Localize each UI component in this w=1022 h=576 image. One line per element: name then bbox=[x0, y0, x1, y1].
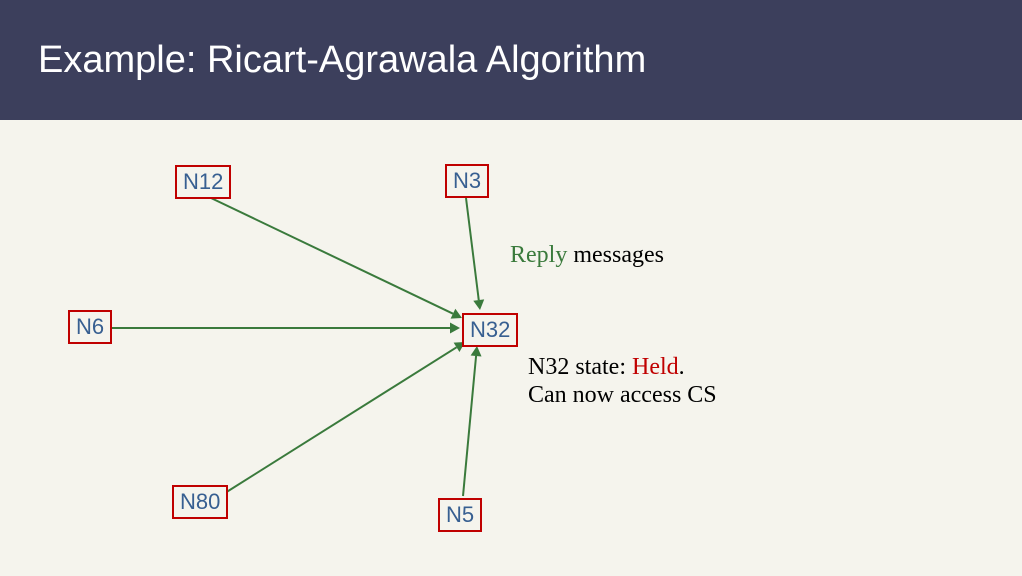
node-n32: N32 bbox=[462, 313, 518, 347]
label-part: messages bbox=[567, 242, 664, 268]
label-part: Reply bbox=[510, 242, 567, 268]
edge bbox=[225, 347, 457, 493]
node-n6: N6 bbox=[68, 310, 112, 344]
edge bbox=[463, 356, 476, 496]
slide-header: Example: Ricart-Agrawala Algorithm bbox=[0, 0, 1022, 120]
label-part: N32 state: bbox=[528, 354, 632, 380]
node-n80: N80 bbox=[172, 485, 228, 519]
edge bbox=[211, 198, 453, 314]
arrowhead bbox=[450, 323, 460, 334]
edges-layer bbox=[0, 120, 1022, 576]
diagram-area: N12 N3 N6 N32 N80 N5 Reply messages N32 state: … bbox=[0, 120, 1022, 576]
edge bbox=[466, 198, 479, 300]
label-part: Can now access CS bbox=[528, 382, 717, 408]
node-n5: N5 bbox=[438, 498, 482, 532]
arrowhead bbox=[451, 309, 462, 319]
node-n3: N3 bbox=[445, 164, 489, 198]
slide-title: Example: Ricart-Agrawala Algorithm bbox=[38, 39, 646, 82]
arrowhead bbox=[471, 346, 482, 356]
arrowhead bbox=[473, 299, 484, 310]
label-state-line2: Can now access CS bbox=[528, 382, 717, 409]
label-reply-msgs: Reply messages bbox=[510, 242, 664, 269]
label-part: . bbox=[679, 354, 685, 380]
node-n12: N12 bbox=[175, 165, 231, 199]
label-state-line1: N32 state: Held. bbox=[528, 354, 685, 381]
label-part: Held bbox=[632, 354, 679, 380]
